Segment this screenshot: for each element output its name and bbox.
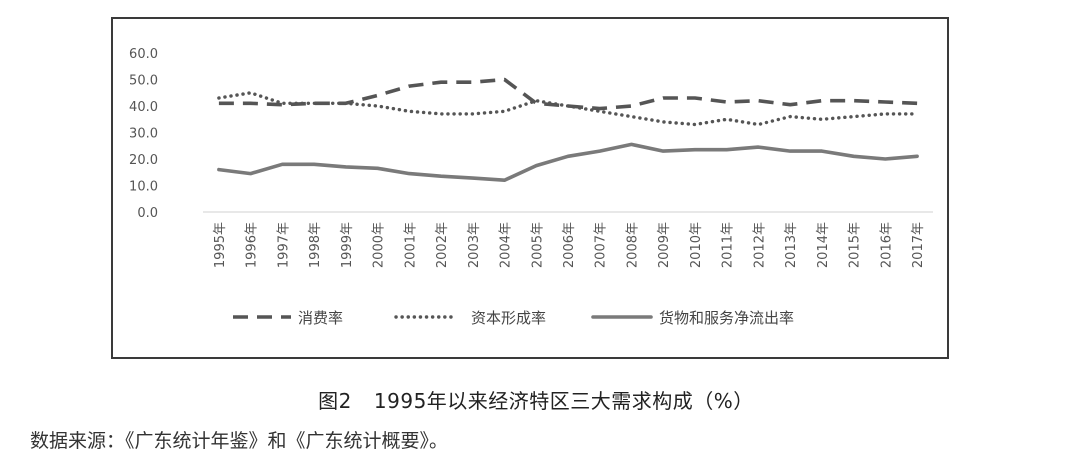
y-tick-label: 60.0 (129, 47, 158, 62)
x-tick-label: 2000年 (372, 222, 387, 268)
figure-title: 1995年以来经济特区三大需求构成（%） (373, 389, 754, 413)
x-tick-label: 2008年 (625, 222, 640, 268)
x-tick-label: 2017年 (911, 222, 926, 268)
figure-number: 图2 (318, 389, 352, 413)
y-tick-label: 10.0 (129, 180, 158, 195)
data-source-note: 数据来源：《广东统计年鉴》和《广东统计概要》。 (30, 430, 449, 452)
x-tick-label: 2016年 (879, 222, 894, 268)
y-tick-label: 40.0 (129, 100, 158, 115)
figure-caption: 图2 1995年以来经济特区三大需求构成（%） (0, 385, 1072, 414)
series-line-1 (218, 77, 918, 111)
x-tick-label: 2013年 (784, 222, 799, 268)
series-layer (217, 77, 919, 182)
legend-label: 资本形成率 (471, 309, 546, 327)
series-line-2 (217, 91, 919, 127)
y-axis-ticks: 0.0 10.0 20.0 30.0 40.0 50.0 60.0 (129, 47, 158, 221)
x-tick-label: 2002年 (435, 222, 450, 268)
line-chart: 0.010.020.030.040.050.060.0 1995年 1996年 19… (129, 47, 933, 327)
y-tick-label: 0.0 (137, 206, 158, 221)
chart-frame: 0.0 10.0 20.0 30.0 40.0 50.0 60.0 1995年 1996年 19… (111, 17, 949, 359)
x-tick-label: 2006年 (562, 222, 577, 268)
x-axis-ticks: 1995年 1996年 1997年 1998年 1999年 2000年 2001年 2002年… (213, 222, 926, 268)
x-tick-label: 2009年 (657, 222, 672, 268)
x-tick-label: 2012年 (752, 222, 767, 268)
x-tick-label: 2015年 (848, 222, 863, 268)
series-line-3 (217, 142, 919, 182)
x-tick-label: 2003年 (467, 222, 482, 268)
x-tick-label: 2014年 (816, 222, 831, 268)
x-tick-label: 2001年 (403, 222, 418, 268)
legend: 消费率 资本形成率 货物和服务净流出率 (233, 309, 794, 327)
x-tick-label: 1997年 (276, 222, 291, 268)
x-tick-label: 2004年 (499, 222, 514, 268)
x-tick-label: 1998年 (308, 222, 323, 268)
x-tick-label: 2010年 (689, 222, 704, 268)
x-tick-label: 1999年 (340, 222, 355, 268)
x-tick-label: 1995年 (213, 222, 228, 268)
x-tick-label: 2011年 (721, 222, 736, 268)
legend-label: 消费率 (298, 309, 343, 327)
y-tick-label: 50.0 (129, 74, 158, 89)
x-tick-label: 2005年 (530, 222, 545, 268)
y-tick-label: 30.0 (129, 127, 158, 142)
x-tick-label: 1996年 (245, 222, 260, 268)
legend-label: 货物和服务净流出率 (659, 309, 794, 327)
y-tick-label: 20.0 (129, 153, 158, 168)
x-tick-label: 2007年 (594, 222, 609, 268)
